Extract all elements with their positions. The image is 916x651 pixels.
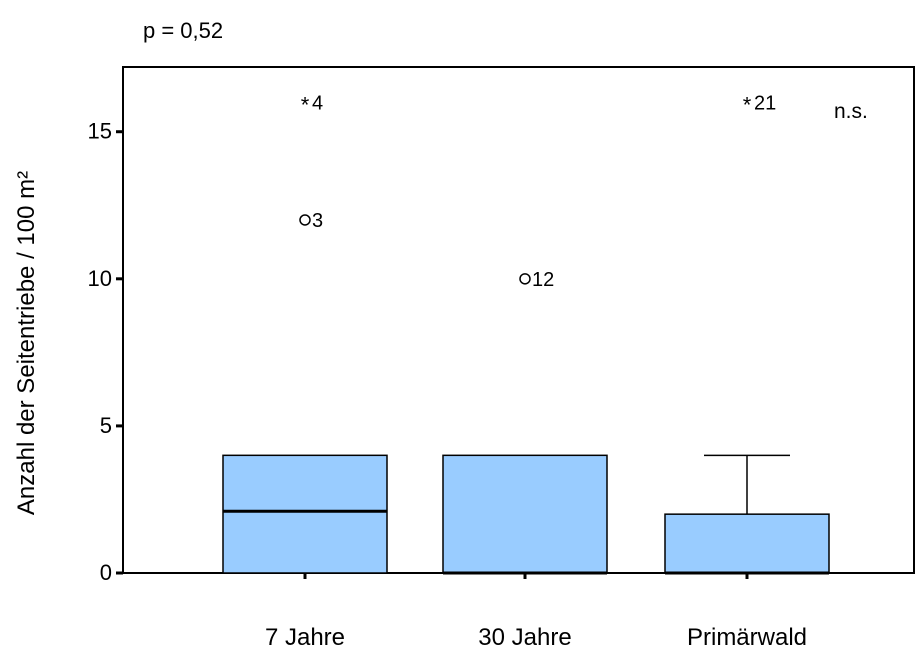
extreme-star: * <box>743 92 752 117</box>
outlier-label: 3 <box>312 210 323 232</box>
outlier-circle <box>519 273 531 285</box>
y-tick-label: 10 <box>88 266 112 291</box>
box <box>664 513 830 574</box>
x-category-label: 7 Jahre <box>265 624 345 651</box>
box <box>442 454 608 574</box>
box <box>222 454 388 574</box>
outlier-circle <box>299 214 311 226</box>
y-tick-label: 15 <box>88 119 112 144</box>
outlier-label: 21 <box>754 92 776 114</box>
y-tick-label: 0 <box>100 560 112 585</box>
x-category-label: 30 Jahre <box>478 624 571 651</box>
y-axis-label: Anzahl der Seitentriebe / 100 m² <box>13 171 40 515</box>
significance-annotation: n.s. <box>834 100 868 123</box>
extreme-star: * <box>301 92 310 117</box>
outlier-label: 4 <box>312 92 323 114</box>
x-category-label: Primärwald <box>687 624 807 651</box>
y-tick-label: 5 <box>100 413 112 438</box>
chart-title: p = 0,52 <box>143 18 223 43</box>
outlier-label: 12 <box>532 269 554 291</box>
